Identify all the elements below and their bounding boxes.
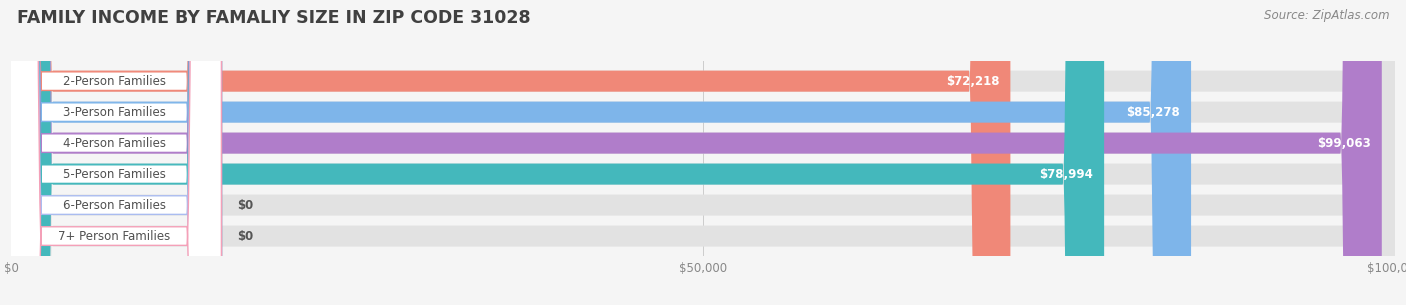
FancyBboxPatch shape [7, 0, 221, 305]
Text: $78,994: $78,994 [1039, 167, 1092, 181]
FancyBboxPatch shape [7, 0, 221, 305]
FancyBboxPatch shape [11, 0, 1395, 305]
Text: $99,063: $99,063 [1317, 137, 1371, 150]
Text: 3-Person Families: 3-Person Families [63, 106, 166, 119]
FancyBboxPatch shape [7, 0, 221, 305]
FancyBboxPatch shape [7, 0, 221, 305]
FancyBboxPatch shape [11, 0, 1395, 305]
Text: $72,218: $72,218 [946, 75, 1000, 88]
FancyBboxPatch shape [11, 0, 1011, 305]
Text: $85,278: $85,278 [1126, 106, 1180, 119]
Text: $0: $0 [236, 230, 253, 242]
Text: 2-Person Families: 2-Person Families [63, 75, 166, 88]
FancyBboxPatch shape [11, 0, 1104, 305]
FancyBboxPatch shape [11, 0, 1382, 305]
Text: 5-Person Families: 5-Person Families [63, 167, 166, 181]
FancyBboxPatch shape [11, 0, 1395, 305]
FancyBboxPatch shape [11, 0, 1395, 305]
Text: 6-Person Families: 6-Person Families [63, 199, 166, 212]
Text: $0: $0 [236, 199, 253, 212]
Text: 4-Person Families: 4-Person Families [63, 137, 166, 150]
FancyBboxPatch shape [7, 0, 221, 305]
FancyBboxPatch shape [11, 0, 1395, 305]
FancyBboxPatch shape [7, 0, 221, 305]
Text: 7+ Person Families: 7+ Person Families [58, 230, 170, 242]
Text: FAMILY INCOME BY FAMALIY SIZE IN ZIP CODE 31028: FAMILY INCOME BY FAMALIY SIZE IN ZIP COD… [17, 9, 530, 27]
FancyBboxPatch shape [11, 0, 1395, 305]
Text: Source: ZipAtlas.com: Source: ZipAtlas.com [1264, 9, 1389, 22]
FancyBboxPatch shape [11, 0, 1191, 305]
